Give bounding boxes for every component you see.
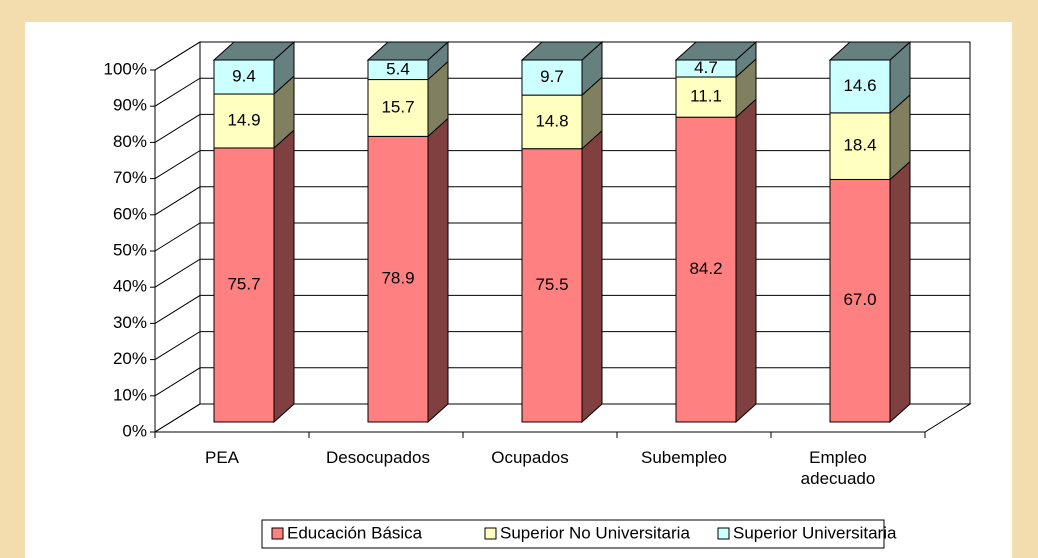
data-label: 75.5: [535, 275, 568, 294]
legend-swatch: [717, 527, 730, 540]
y-tick-label: 70%: [113, 168, 147, 187]
legend-swatch: [271, 527, 284, 540]
bar: [521, 59, 583, 96]
bar: [213, 59, 275, 95]
y-tick-label: 40%: [113, 277, 147, 296]
bar: [367, 79, 429, 137]
data-label: 5.4: [386, 59, 410, 78]
bar: [829, 112, 891, 180]
bar-side: [427, 117, 449, 424]
y-tick-label: 80%: [113, 132, 147, 151]
bar-side: [273, 128, 295, 424]
data-label: 15.7: [381, 97, 414, 116]
y-tick-label: 60%: [113, 204, 147, 223]
bar: [675, 76, 737, 118]
data-label: 14.6: [843, 76, 876, 95]
legend-label: Superior No Universitaria: [500, 523, 690, 542]
bar: [213, 147, 275, 423]
bar: [675, 59, 737, 78]
bar: [521, 94, 583, 150]
data-label: 14.8: [535, 111, 568, 130]
legend-label: Superior Universitaria: [733, 523, 897, 542]
data-label: 11.1: [690, 87, 722, 106]
y-tick-label: 90%: [113, 96, 147, 115]
y-tick-label: 10%: [113, 385, 147, 404]
bar-side: [581, 129, 603, 424]
data-label: 75.7: [227, 274, 260, 293]
y-tick-label: 50%: [113, 240, 147, 259]
bar-side: [889, 160, 911, 424]
x-tick-label: PEA: [204, 448, 240, 467]
data-label: 9.7: [540, 67, 564, 86]
bar: [675, 116, 737, 423]
data-label: 18.4: [843, 136, 876, 155]
bar: [829, 59, 891, 114]
data-label: 14.9: [227, 110, 260, 129]
x-tick-label: Empleo adecuado: [800, 448, 876, 488]
x-tick-label: Desocupados: [326, 448, 430, 467]
data-label: 67.0: [843, 290, 876, 309]
bar: [521, 148, 583, 423]
data-label: 4.7: [694, 58, 718, 77]
bar-side: [735, 98, 757, 424]
data-label: 78.9: [381, 269, 414, 288]
y-tick-label: 0%: [122, 421, 147, 440]
bar: [213, 93, 275, 149]
y-tick-label: 30%: [113, 313, 147, 332]
bar: [829, 178, 891, 423]
y-tick-label: 100%: [104, 59, 147, 78]
legend-label: Educación Básica: [287, 523, 423, 542]
bar: [367, 135, 429, 423]
x-tick-label: Subempleo: [640, 448, 727, 467]
legend-swatch: [484, 527, 497, 540]
x-tick-label: Ocupados: [491, 448, 569, 467]
data-label: 84.2: [689, 259, 722, 278]
bar: [367, 59, 429, 81]
y-tick-label: 20%: [113, 349, 147, 368]
data-label: 9.4: [232, 66, 256, 85]
legend-box: [261, 519, 885, 549]
